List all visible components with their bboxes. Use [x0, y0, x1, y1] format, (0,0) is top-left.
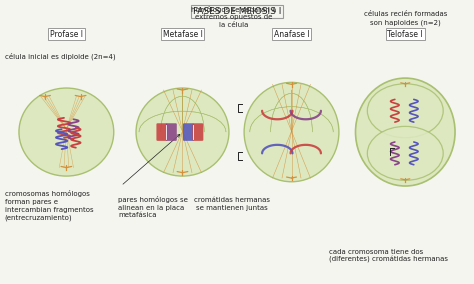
Ellipse shape — [19, 88, 114, 176]
Ellipse shape — [244, 82, 339, 182]
Text: pares homólogos se
alinean en la placa
metafásica: pares homólogos se alinean en la placa m… — [118, 196, 188, 218]
Ellipse shape — [367, 126, 443, 180]
FancyBboxPatch shape — [166, 123, 177, 141]
Text: Profase I: Profase I — [50, 30, 83, 39]
Text: cada cromosoma tiene dos
(diferentes) cromátidas hermanas: cada cromosoma tiene dos (diferentes) cr… — [329, 248, 448, 264]
Text: Anafase I: Anafase I — [273, 30, 310, 39]
Text: FASES DE MEIOSIS I: FASES DE MEIOSIS I — [193, 7, 281, 16]
FancyBboxPatch shape — [156, 123, 167, 141]
FancyBboxPatch shape — [192, 123, 203, 141]
Text: cromátidas hermanas
se mantienen juntas: cromátidas hermanas se mantienen juntas — [194, 197, 270, 211]
Text: cromosomas homólogos
forman pares e
intercambian fragmentos
(entrecruzamiento): cromosomas homólogos forman pares e inte… — [5, 190, 93, 221]
Ellipse shape — [367, 84, 443, 138]
Text: homólogos se separan a
extremos opuestos de
la célula: homólogos se separan a extremos opuestos… — [191, 6, 276, 28]
Text: Metafase I: Metafase I — [163, 30, 202, 39]
FancyBboxPatch shape — [183, 123, 194, 141]
Text: célula inicial es diploide (2n=4): célula inicial es diploide (2n=4) — [5, 53, 115, 60]
Text: Telofase I: Telofase I — [387, 30, 423, 39]
Text: células recién formadas
son haploides (n=2): células recién formadas son haploides (n… — [364, 11, 447, 26]
Ellipse shape — [356, 78, 455, 186]
Ellipse shape — [136, 88, 229, 176]
